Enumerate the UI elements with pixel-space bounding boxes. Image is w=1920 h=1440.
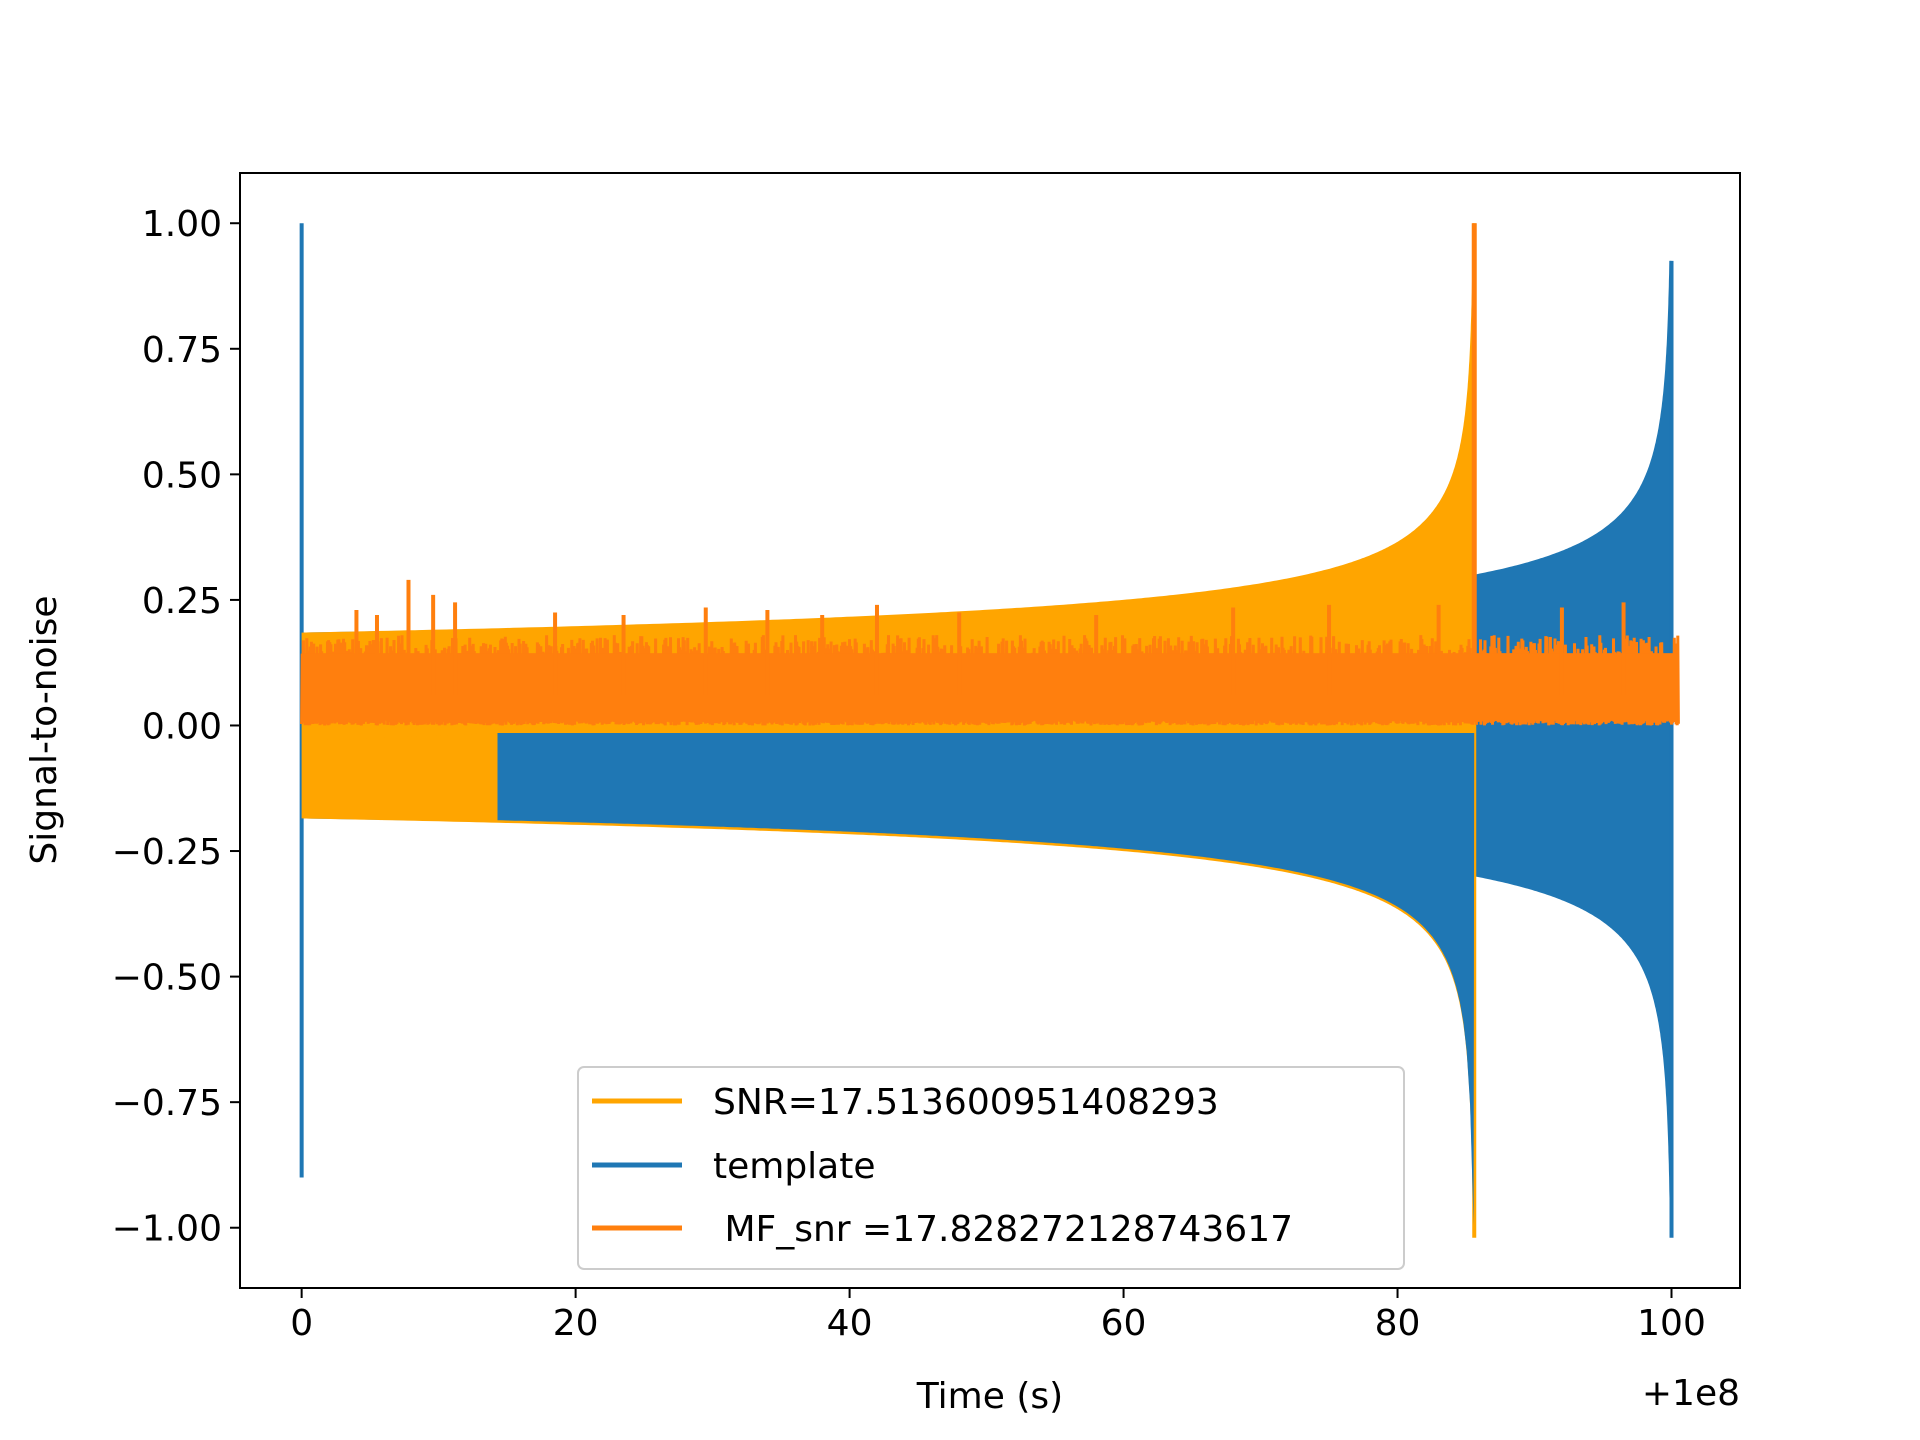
y-axis-ticks: 1.00 0.75 0.50 0.25 0.00 −0.25 −0.50 −0.75 −1.00 [112,204,240,1250]
legend-box [577,1066,1405,1270]
plot-frame [239,172,1741,1289]
y-tick-label: −0.25 [112,832,222,873]
y-tick-label: 0.75 [142,330,222,371]
x-tick-label: 0 [290,1303,313,1344]
y-tick-label: −0.75 [112,1083,222,1124]
x-axis-ticks: 0 20 40 60 80 100 [290,1288,1706,1344]
x-tick-label: 80 [1375,1303,1421,1344]
y-axis-label: Signal-to-noise [24,595,65,864]
legend-label-mf-snr: MF_snr =17.828272128743617 [713,1209,1293,1250]
x-tick-label: 100 [1637,1303,1706,1344]
legend: SNR=17.513600951408293 template MF_snr =… [577,1066,1405,1270]
legend-label-template: template [713,1146,876,1187]
y-tick-label: 0.50 [142,455,222,496]
x-tick-label: 60 [1101,1303,1147,1344]
y-tick-label: −1.00 [112,1209,222,1250]
series-layer [299,223,1680,1238]
snr-series [301,223,1475,1228]
x-tick-label: 20 [553,1303,599,1344]
x-tick-label: 40 [827,1303,873,1344]
template-overlap-region [497,733,1475,1226]
snr-gap-region [305,725,498,741]
y-tick-label: 0.00 [142,706,222,747]
y-tick-label: 0.25 [142,581,222,622]
y-tick-label: 1.00 [142,204,222,245]
mf-snr-band [301,653,1679,718]
x-axis-label: Time (s) [916,1376,1063,1417]
x-axis-offset-label: +1e8 [1642,1373,1740,1414]
y-tick-label: −0.50 [112,958,222,999]
mf-snr-series [300,635,1680,726]
legend-label-snr: SNR=17.513600951408293 [713,1082,1219,1123]
